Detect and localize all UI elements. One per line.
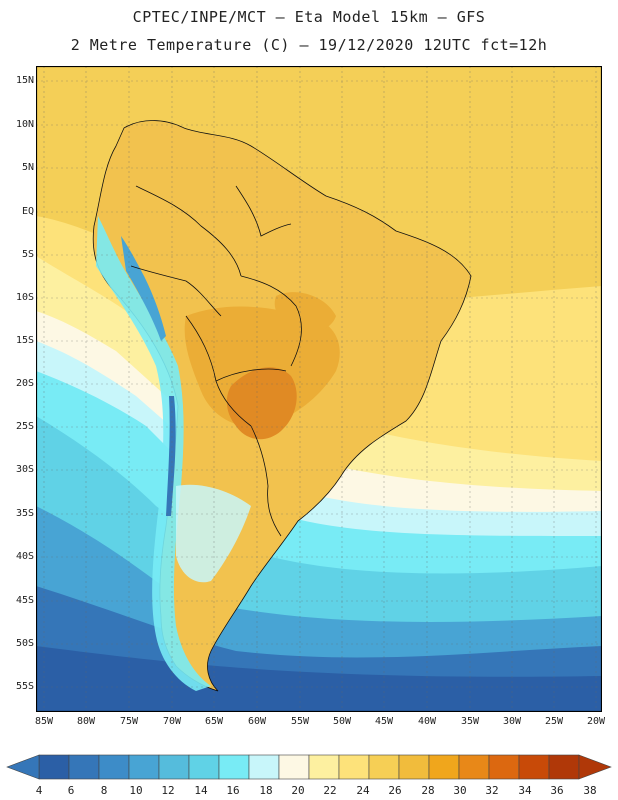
colorbar-label: 22 bbox=[323, 784, 337, 797]
warm-region bbox=[274, 292, 336, 332]
colorbar-cell bbox=[458, 754, 490, 780]
colorbar-cell bbox=[278, 754, 310, 780]
colorbar-cell bbox=[128, 754, 160, 780]
colorbar-label: 24 bbox=[356, 784, 370, 797]
colorbar-label: 30 bbox=[453, 784, 467, 797]
colorbar-label: 12 bbox=[161, 784, 175, 797]
colorbar-cell bbox=[368, 754, 400, 780]
andes-cold-core bbox=[166, 396, 176, 516]
colorbar-label: 10 bbox=[129, 784, 143, 797]
colorbar-label: 18 bbox=[259, 784, 273, 797]
colorbar-cell bbox=[98, 754, 130, 780]
hottest-region bbox=[226, 367, 297, 440]
map-frame bbox=[36, 66, 602, 712]
lon-label: 25W bbox=[544, 716, 564, 727]
lon-label: 20W bbox=[586, 716, 606, 727]
lat-label: EQ bbox=[21, 206, 34, 217]
colorbar-label: 38 bbox=[583, 784, 597, 797]
lat-label: 55S bbox=[15, 681, 34, 692]
colorbar-label: 36 bbox=[550, 784, 564, 797]
lat-label: 25S bbox=[15, 421, 34, 432]
colorbar-label: 26 bbox=[388, 784, 402, 797]
andes-cold-belt bbox=[96, 216, 211, 691]
lat-label: 20S bbox=[15, 378, 34, 389]
colorbar-label: 34 bbox=[518, 784, 532, 797]
lat-label: 15N bbox=[15, 75, 34, 86]
title-line-1: CPTEC/INPE/MCT – Eta Model 15km – GFS bbox=[132, 8, 486, 26]
colorbar-cell bbox=[548, 754, 580, 780]
colorbar-label: 6 bbox=[67, 784, 75, 797]
andes-cold-core bbox=[121, 236, 166, 341]
lon-label: 45W bbox=[374, 716, 394, 727]
lon-label: 35W bbox=[460, 716, 480, 727]
colorbar-right-arrow bbox=[578, 754, 612, 780]
colorbar-cell bbox=[218, 754, 250, 780]
lat-label: 40S bbox=[15, 551, 34, 562]
colorbar-cell bbox=[488, 754, 520, 780]
colorbar-label: 14 bbox=[194, 784, 208, 797]
colorbar-left-arrow bbox=[6, 754, 40, 780]
colorbar-cell bbox=[158, 754, 190, 780]
lon-label: 30W bbox=[502, 716, 522, 727]
colorbar-cell bbox=[248, 754, 280, 780]
lon-label: 85W bbox=[34, 716, 54, 727]
lat-label: 15S bbox=[15, 335, 34, 346]
colorbar-cell bbox=[308, 754, 340, 780]
lon-label: 60W bbox=[247, 716, 267, 727]
lat-label: 10N bbox=[15, 119, 34, 130]
southern-cone-cool-zone bbox=[176, 484, 251, 583]
lon-label: 75W bbox=[119, 716, 139, 727]
colorbar bbox=[6, 754, 612, 780]
colorbar-label: 32 bbox=[485, 784, 499, 797]
colorbar-cell bbox=[38, 754, 70, 780]
lon-label: 65W bbox=[204, 716, 224, 727]
colorbar-label: 20 bbox=[291, 784, 305, 797]
colorbar-cell bbox=[338, 754, 370, 780]
colorbar-label: 4 bbox=[35, 784, 43, 797]
colorbar-cell bbox=[398, 754, 430, 780]
colorbar-cell bbox=[188, 754, 220, 780]
lon-label: 70W bbox=[162, 716, 182, 727]
lon-label: 50W bbox=[332, 716, 352, 727]
lat-label: 5N bbox=[21, 162, 34, 173]
colorbar-cell bbox=[68, 754, 100, 780]
colorbar-cell bbox=[518, 754, 550, 780]
lat-label: 30S bbox=[15, 464, 34, 475]
country-borders bbox=[130, 185, 302, 537]
colorbar-label: 8 bbox=[100, 784, 108, 797]
graticule bbox=[36, 66, 602, 712]
colorbar-cell bbox=[428, 754, 460, 780]
temperature-map bbox=[36, 66, 602, 712]
colorbar-label: 28 bbox=[421, 784, 435, 797]
title-line-2: 2 Metre Temperature (C) – 19/12/2020 12U… bbox=[70, 36, 548, 54]
lat-label: 50S bbox=[15, 638, 34, 649]
lon-label: 40W bbox=[417, 716, 437, 727]
colorbar-label: 16 bbox=[226, 784, 240, 797]
lat-label: 45S bbox=[15, 595, 34, 606]
lon-label: 55W bbox=[290, 716, 310, 727]
lon-label: 80W bbox=[76, 716, 96, 727]
lat-label: 5S bbox=[21, 249, 34, 260]
lat-label: 10S bbox=[15, 292, 34, 303]
lat-label: 35S bbox=[15, 508, 34, 519]
